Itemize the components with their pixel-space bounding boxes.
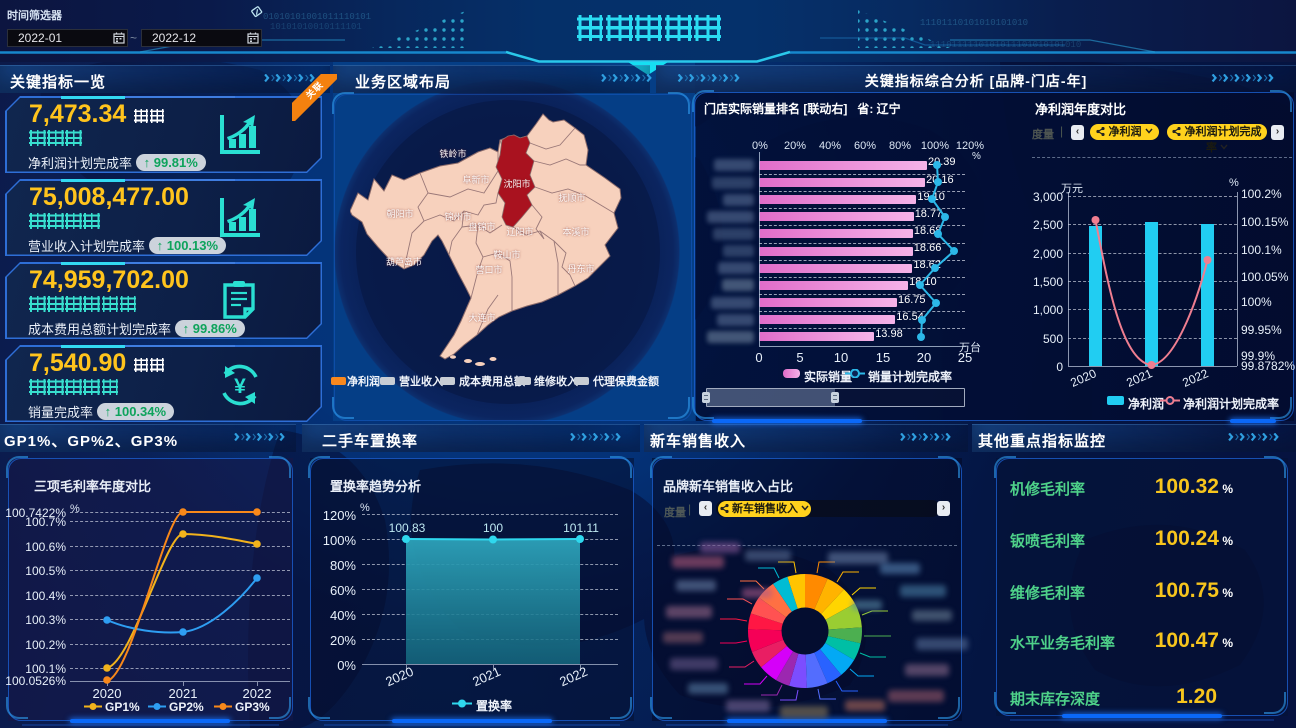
svg-text:¥: ¥ (234, 375, 246, 398)
